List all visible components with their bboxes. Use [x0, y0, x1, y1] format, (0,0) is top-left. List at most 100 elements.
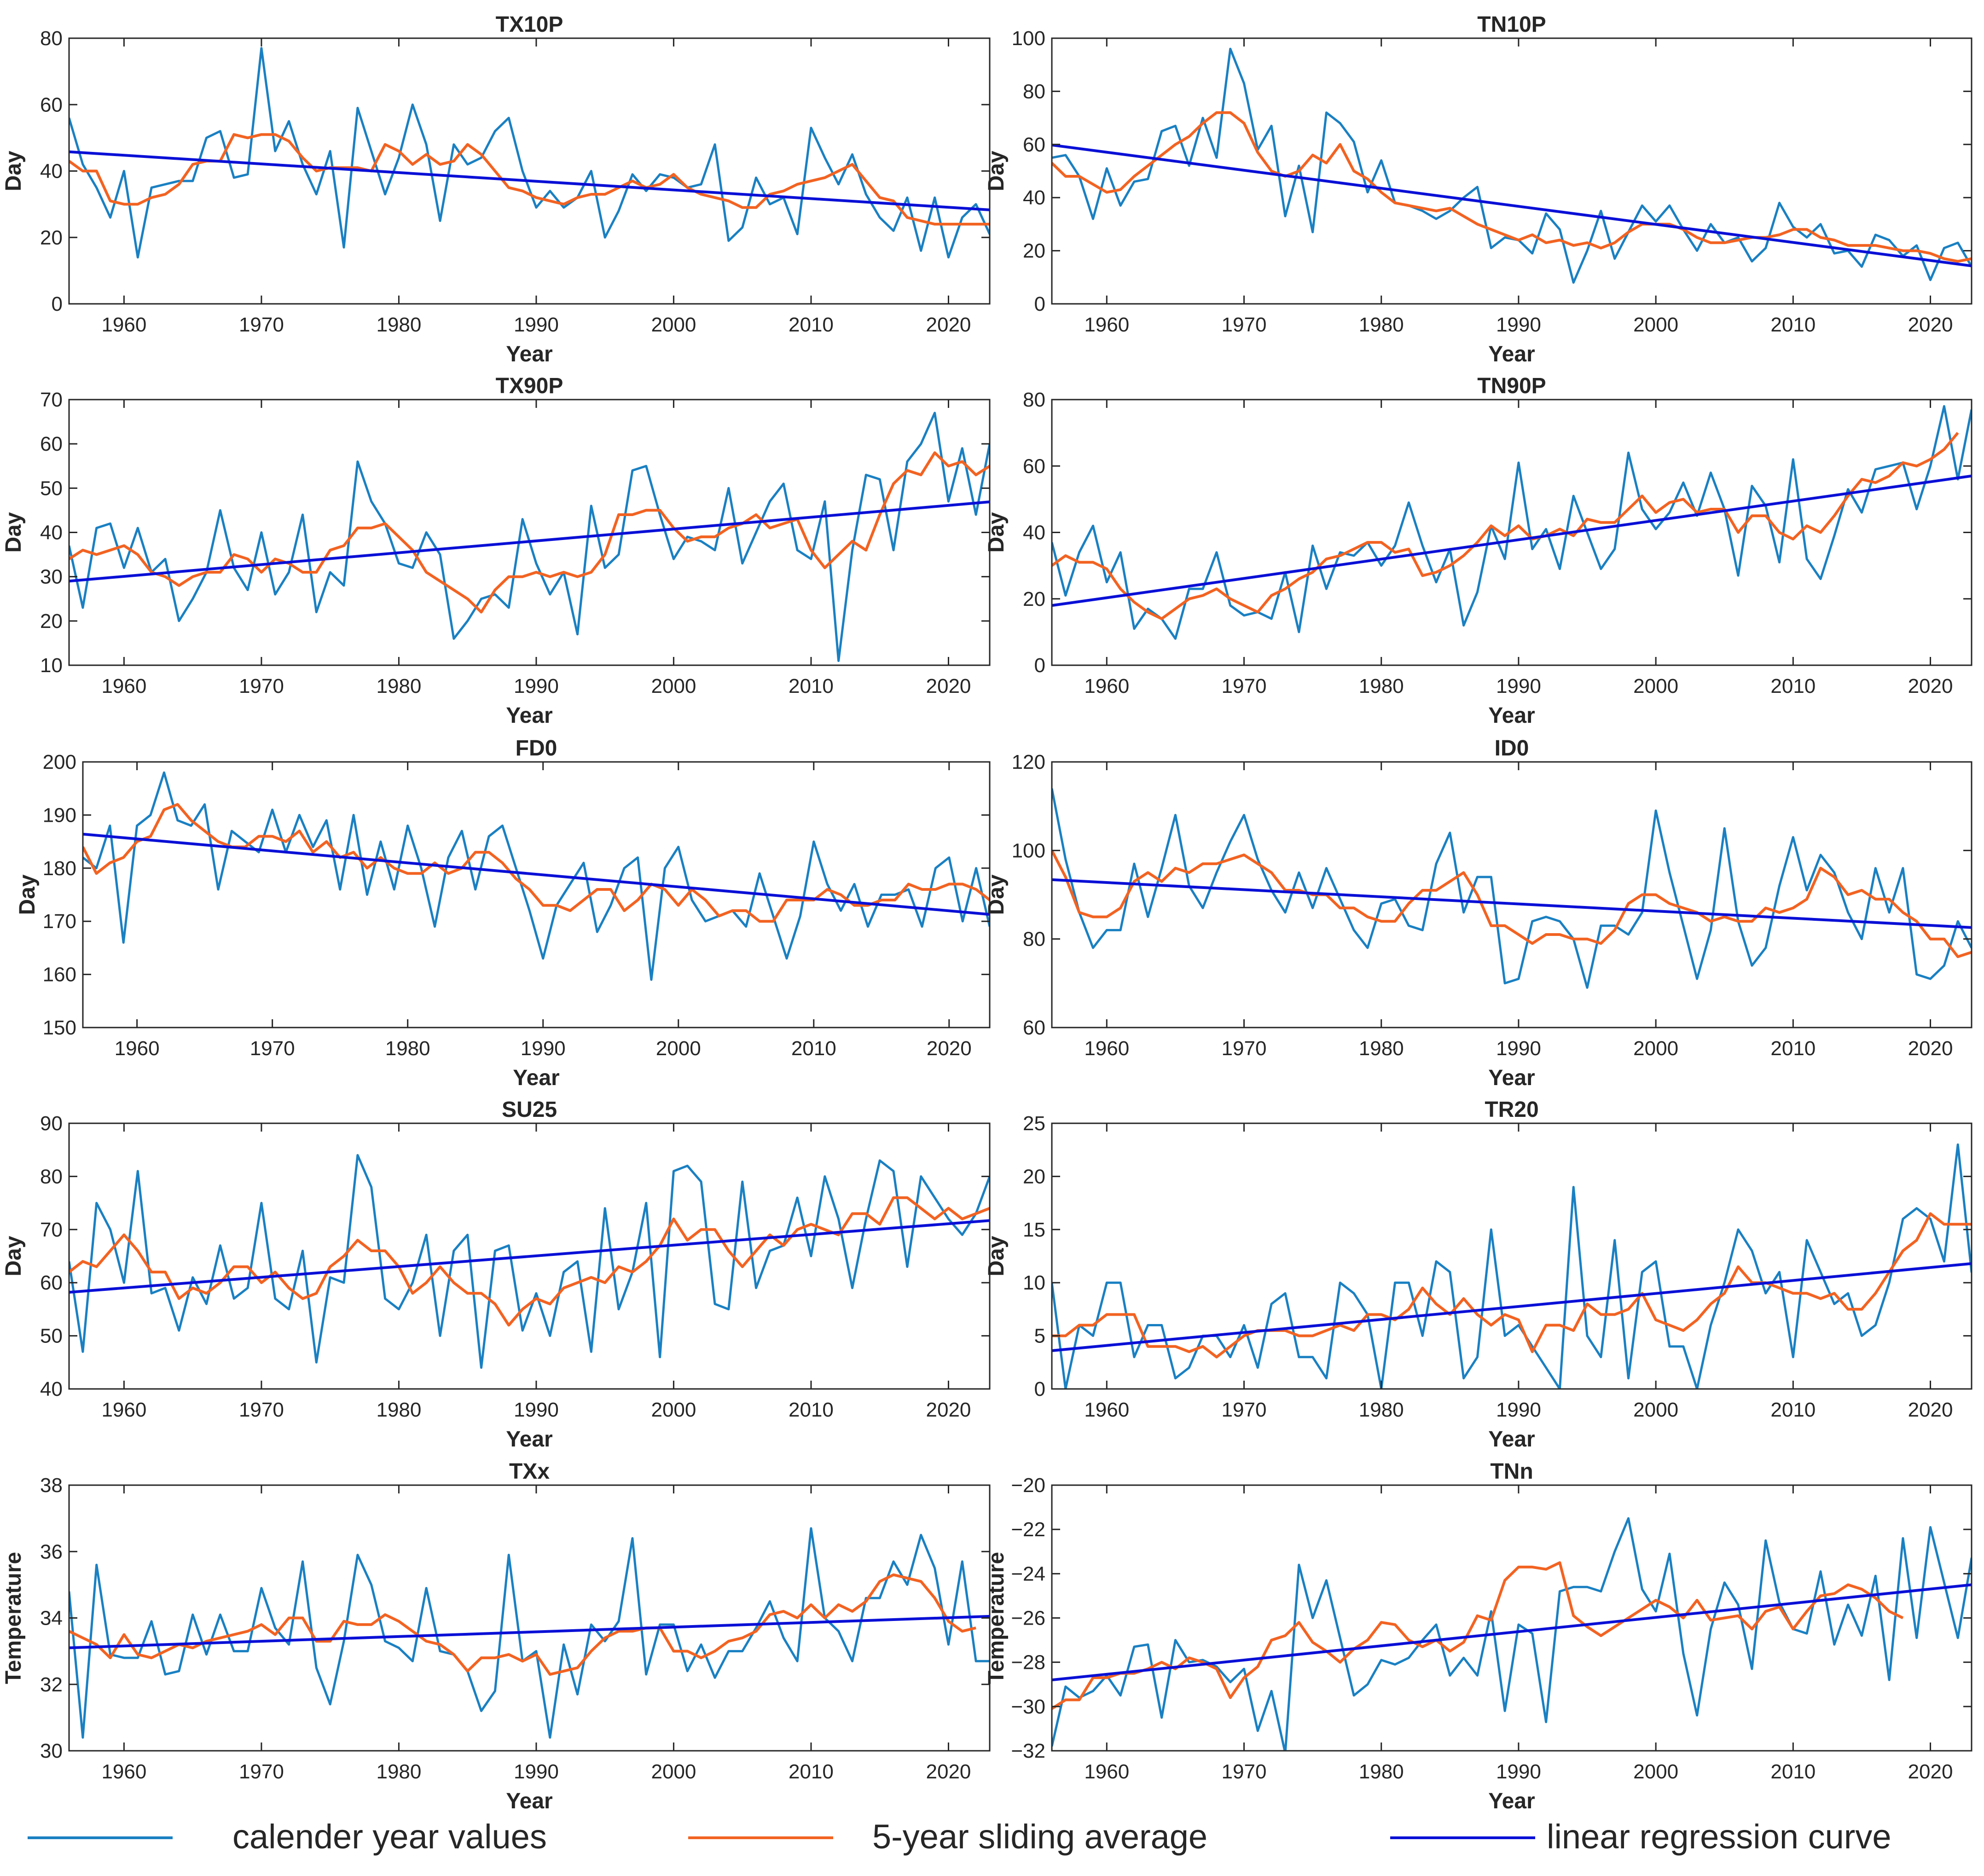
- y-axis-label: Day: [1, 151, 26, 191]
- x-tick-label: 2020: [1908, 1760, 1953, 1783]
- x-tick-label: 1970: [239, 1760, 284, 1783]
- y-tick-label: 70: [40, 389, 63, 411]
- y-tick-label: 36: [40, 1540, 63, 1563]
- series-line-regression: [69, 1219, 990, 1294]
- y-tick-label: −20: [1011, 1474, 1045, 1497]
- series-group: [69, 47, 990, 259]
- x-tick-label: 2010: [791, 1037, 836, 1060]
- series-line-sliding: [1052, 849, 1972, 958]
- x-tick-label: 1980: [376, 675, 421, 697]
- legend-label-sliding: 5-year sliding average: [872, 1818, 1207, 1856]
- series-group: [1052, 47, 1972, 284]
- series-line-sliding: [69, 1196, 990, 1327]
- x-tick-label: 1960: [1084, 675, 1129, 697]
- y-tick-label: 60: [1023, 1016, 1045, 1039]
- legend-label-regression: linear regression curve: [1547, 1818, 1891, 1856]
- chart-id0: 1960 1970 1980 1990 2000 2010 2020 60 80 100 120 ID…: [984, 736, 1972, 1090]
- series-line-sliding: [1052, 1212, 1972, 1359]
- plot-area: [1052, 38, 1972, 304]
- y-tick-label: −30: [1011, 1696, 1045, 1718]
- y-tick-label: 70: [40, 1219, 63, 1241]
- x-tick-label: 1960: [101, 675, 146, 697]
- y-axis-label: Temperature: [984, 1552, 1009, 1684]
- x-tick-label: 2010: [789, 314, 834, 336]
- y-tick-label: 5: [1034, 1325, 1045, 1347]
- x-tick-label: 2000: [1633, 675, 1678, 697]
- series-line-regression: [69, 150, 990, 211]
- x-tick-label: 2020: [926, 1399, 971, 1421]
- x-tick-label: 1980: [1359, 1037, 1404, 1060]
- y-tick-label: 80: [1023, 80, 1045, 103]
- series-line-regression: [1052, 1583, 1972, 1682]
- y-axis-label: Day: [984, 512, 1009, 552]
- series-group: [83, 771, 990, 981]
- x-tick-label: 2020: [926, 314, 971, 336]
- chart-title: TNn: [1490, 1459, 1533, 1484]
- plot-area: [1052, 1485, 1972, 1751]
- y-axis-label: Day: [984, 1236, 1009, 1276]
- y-axis-label: Day: [984, 151, 1009, 191]
- x-tick-label: 2010: [789, 675, 834, 697]
- x-axis-label: Year: [1488, 1789, 1535, 1813]
- x-axis-label: Year: [506, 1789, 552, 1813]
- series-line-sliding: [1052, 1561, 1904, 1710]
- x-tick-label: 2000: [651, 314, 696, 336]
- chart-title: TX90P: [496, 374, 563, 398]
- x-axis-label: Year: [506, 703, 552, 728]
- x-tick-label: 1990: [514, 1760, 559, 1783]
- series-line-calendar: [69, 47, 990, 259]
- chart-title: SU25: [502, 1098, 557, 1122]
- legend-label-calendar: calender year values: [232, 1818, 547, 1856]
- y-tick-label: 10: [40, 654, 63, 677]
- y-tick-label: 10: [1023, 1272, 1045, 1294]
- x-tick-label: 1970: [239, 1399, 284, 1421]
- series-line-regression: [1052, 144, 1972, 267]
- x-tick-label: 1980: [385, 1037, 430, 1060]
- x-tick-label: 2000: [1633, 314, 1678, 336]
- x-tick-label: 2020: [1908, 1037, 1953, 1060]
- y-axis-label: Day: [1, 1236, 26, 1276]
- y-tick-label: 80: [40, 1165, 63, 1188]
- series-group: [69, 1527, 990, 1739]
- y-tick-label: 80: [40, 27, 63, 50]
- y-tick-label: 34: [40, 1607, 63, 1630]
- x-tick-label: 1970: [239, 314, 284, 336]
- chart-tnn: 1960 1970 1980 1990 2000 2010 2020 −32 −30 −28 −26…: [984, 1459, 1972, 1813]
- y-tick-label: 80: [1023, 389, 1045, 411]
- x-tick-label: 1980: [1359, 675, 1404, 697]
- y-tick-label: 15: [1023, 1219, 1045, 1241]
- y-tick-label: 32: [40, 1673, 63, 1696]
- chart-tx90p: 1960 1970 1980 1990 2000 2010 2020 10 20 30 40 50 60…: [1, 374, 991, 728]
- chart-title: TN90P: [1477, 374, 1546, 398]
- x-tick-label: 1990: [1496, 314, 1541, 336]
- x-axis-label: Year: [506, 1427, 552, 1452]
- x-tick-label: 1990: [1496, 675, 1541, 697]
- y-axis-label: Day: [1, 512, 26, 552]
- y-tick-label: 0: [1034, 1378, 1045, 1400]
- series-group: [1052, 788, 1972, 989]
- x-tick-label: 2010: [1770, 1760, 1816, 1783]
- plot-area: [69, 1485, 990, 1751]
- y-tick-label: 0: [1034, 293, 1045, 315]
- y-tick-label: 20: [40, 227, 63, 249]
- x-axis-label: Year: [1488, 1066, 1535, 1090]
- y-tick-label: −26: [1011, 1607, 1045, 1630]
- series-line-regression: [69, 500, 990, 583]
- chart-title: ID0: [1495, 736, 1529, 761]
- y-tick-label: −32: [1011, 1740, 1045, 1762]
- legend: calender year values 5-year sliding aver…: [28, 1818, 1891, 1856]
- x-tick-label: 1990: [514, 675, 559, 697]
- series-line-calendar: [69, 1154, 990, 1369]
- x-tick-label: 1970: [1222, 675, 1267, 697]
- x-tick-label: 1990: [521, 1037, 566, 1060]
- x-tick-label: 2000: [651, 1760, 696, 1783]
- series-group: [69, 1154, 990, 1369]
- x-tick-label: 2020: [926, 675, 971, 697]
- y-axis-label: Day: [15, 874, 40, 915]
- plot-area: [1052, 1123, 1972, 1389]
- x-tick-label: 2010: [1770, 675, 1816, 697]
- x-tick-label: 1990: [514, 1399, 559, 1421]
- y-tick-label: 30: [40, 1740, 63, 1762]
- series-line-sliding: [69, 1573, 976, 1676]
